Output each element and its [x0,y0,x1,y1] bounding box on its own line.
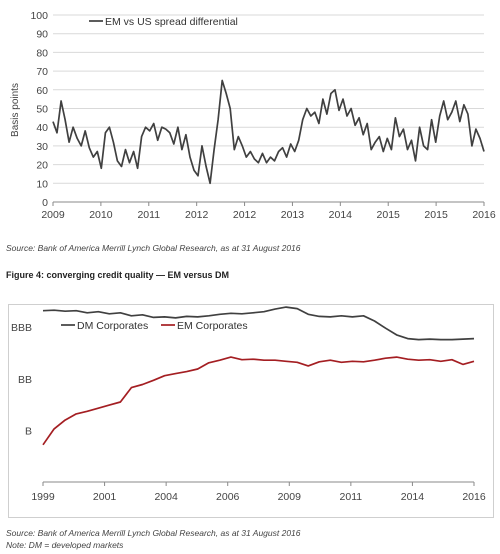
chart2-legend-label-dm: DM Corporates [77,320,148,332]
source-note-1: Source: Bank of America Merrill Lynch Gl… [6,243,301,253]
chart2-legend: DM Corporates EM Corporates [61,320,248,332]
chart1-gridlines [53,14,484,184]
chart1-y-tick-label: 80 [36,47,48,59]
chart1-x-ticks: 2009 2010 2011 2012 2012 2013 2014 2015 2015 2016 [41,202,496,221]
chart1-y-ticks: 0 10 20 30 40 50 60 70 80 90 100 [30,10,48,209]
chart1-y-tick-label: 90 [36,29,48,41]
chart1-y-tick-label: 0 [42,197,48,209]
chart1-y-axis-label: Basis points [10,83,21,137]
chart1-series-line [52,79,485,185]
chart1-x-tick-label: 2011 [137,209,160,221]
credit-quality-chart: BBBBBBA 19992001200420062009201120142016… [11,306,486,503]
chart2-y-tick-label: BB [18,374,32,386]
chart1-x-tick-label: 2013 [281,209,305,221]
chart1-x-tick-label: 2015 [377,209,401,221]
chart1-x-tick-label: 2010 [89,209,113,221]
chart2-x-tick-label: 2004 [154,491,178,503]
chart1-x-tick-label: 2012 [233,209,257,221]
chart2-x-ticks: 1999 2001 2004 2006 2009 2011 2014 2016 [31,482,486,503]
note-dm: Note: DM = developed markets [6,540,124,550]
source-note-2: Source: Bank of America Merrill Lynch Gl… [6,528,301,538]
chart2-x-tick-label: 2006 [216,491,240,503]
chart2-x-tick-label: 2009 [278,491,302,503]
chart1-legend-label: EM vs US spread differential [105,16,238,28]
chart1-x-tick-label: 2014 [329,209,353,221]
chart2-y-ticks: BBBBBBA [11,322,32,437]
chart2-x-tick-label: 2001 [93,491,117,503]
chart1-y-tick-label: 50 [36,104,48,116]
chart1-y-tick-label: 70 [36,66,48,78]
chart2-x-tick-label: 2016 [462,491,486,503]
chart1-y-tick-label: 40 [36,122,48,134]
chart2-y-tick-label: B [25,425,32,437]
chart2-dm-series-line [42,306,475,341]
chart2-frame [8,304,494,518]
chart2-x-tick-label: 2011 [340,491,363,503]
chart2-x-tick-label: 2014 [401,491,425,503]
chart1-x-tick-label: 2015 [424,209,448,221]
chart1-x-tick-label: 2012 [185,209,209,221]
chart1-x-tick-label: 2016 [472,209,496,221]
chart2-legend-label-em: EM Corporates [177,320,248,332]
chart1-y-tick-label: 10 [36,178,48,190]
chart1-x-tick-label: 2009 [41,209,65,221]
chart1-legend: EM vs US spread differential [89,16,238,28]
figure-title: Figure 4: converging credit quality — EM… [6,270,230,280]
chart1-y-tick-label: 100 [30,10,48,22]
chart1-y-tick-label: 20 [36,160,48,172]
chart2-em-series-line [42,356,475,446]
chart1-y-tick-label: 30 [36,141,48,153]
chart2-y-tick-label: BBB [11,322,32,334]
chart2-x-tick-label: 1999 [31,491,55,503]
chart1-y-tick-label: 60 [36,85,48,97]
